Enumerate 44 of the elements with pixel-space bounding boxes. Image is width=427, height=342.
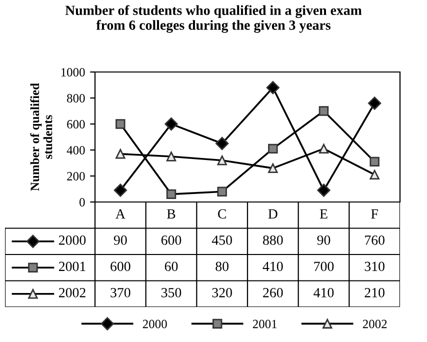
data-label: 410 [314, 288, 334, 298]
y-tick-label: 400 [66, 146, 85, 154]
x-tick-label: B [167, 209, 176, 219]
point [164, 117, 178, 131]
y-tick-label: 800 [67, 94, 85, 102]
data-label: 370 [110, 288, 130, 298]
legend-label: 2000 [58, 235, 86, 245]
point [266, 81, 280, 94]
data-label: 600 [161, 235, 182, 245]
point [114, 184, 128, 197]
point [368, 96, 382, 110]
y-tick-label: 600 [67, 120, 85, 128]
data-label: 600 [110, 262, 130, 272]
point [317, 184, 330, 197]
data-label: 210 [364, 288, 384, 298]
x-tick-label: A [116, 209, 126, 218]
x-tick-label: C [218, 209, 226, 219]
y-tick-label: 0 [80, 198, 85, 206]
text: 2001 [252, 320, 277, 328]
legend-label: 2001 [58, 262, 86, 272]
data-label: 80 [216, 262, 228, 272]
chart-title: Number of students who qualified in a given exam from 6 colleges during the given 3 years [65, 5, 362, 33]
y-tick-label: 200 [67, 172, 85, 180]
data-label: 310 [364, 262, 384, 272]
data-label: 880 [263, 235, 283, 245]
data-label: 700 [314, 262, 334, 272]
data-label: 260 [263, 288, 283, 298]
data-label: 450 [212, 235, 232, 245]
x-tick-label: D [268, 209, 278, 218]
data-label: 760 [365, 235, 384, 245]
data-label: 410 [262, 262, 283, 272]
data-label: 350 [161, 288, 182, 298]
x-tick-label: E [320, 209, 328, 218]
y-axis-title: Number of qualified students [30, 83, 52, 191]
y-tick-label: 1000 [61, 68, 85, 76]
data-label: 320 [212, 288, 232, 298]
legend-label: 2002 [58, 288, 86, 298]
data-label: 90 [317, 235, 330, 245]
data-label: 60 [164, 262, 178, 272]
data-label: 90 [114, 235, 127, 245]
text: 2002 [362, 320, 387, 328]
x-tick-label: F [371, 209, 378, 218]
text: 2000 [142, 320, 167, 328]
point [215, 136, 229, 150]
